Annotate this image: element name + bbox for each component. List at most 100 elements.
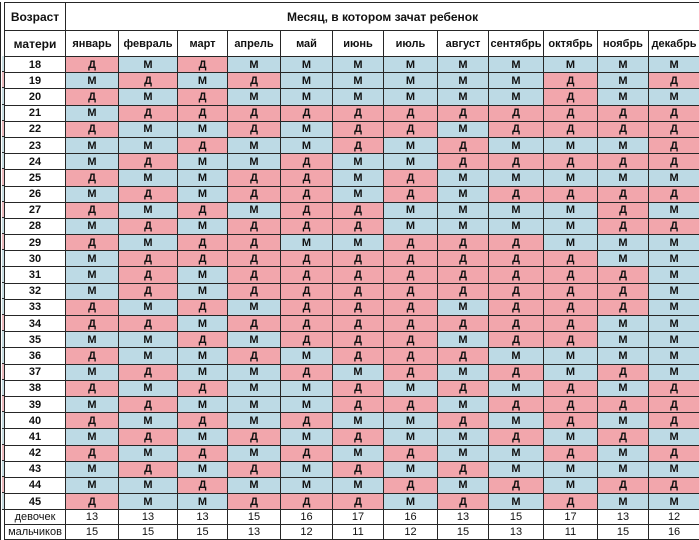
sliver-segment [2, 120, 5, 137]
summary-value: 15 [227, 509, 281, 526]
boy-cell: М [597, 234, 649, 252]
boy-cell: М [383, 136, 438, 155]
girl-cell: Д [227, 266, 281, 284]
boy-cell: М [65, 250, 119, 268]
girl-cell: Д [543, 395, 598, 414]
boy-cell: М [647, 331, 699, 349]
boy-cell: М [177, 72, 228, 90]
boy-cell: М [332, 476, 384, 495]
summary-label: мальчиков [4, 524, 66, 540]
boy-cell: М [280, 136, 333, 155]
boy-cell: М [437, 298, 489, 317]
girl-cell: Д [177, 379, 228, 397]
girl-cell: Д [647, 185, 699, 203]
girl-cell: Д [177, 136, 228, 155]
girl-cell: Д [383, 363, 438, 381]
sliver-segment [2, 315, 5, 332]
girl-cell: Д [118, 395, 178, 414]
girl-cell: Д [177, 412, 228, 430]
boy-cell: М [437, 444, 489, 462]
sliver-segment [2, 72, 5, 89]
summary-value: 13 [118, 509, 178, 526]
summary-value: 16 [647, 524, 699, 540]
age-cell: 40 [4, 412, 66, 430]
girl-cell: Д [437, 493, 489, 511]
girl-cell: Д [597, 153, 649, 171]
girl-cell: Д [383, 169, 438, 187]
girl-cell: Д [543, 153, 598, 171]
sliver-segment [2, 380, 5, 397]
girl-cell: Д [65, 169, 119, 187]
boy-cell: М [383, 217, 438, 236]
boy-cell: М [437, 169, 489, 187]
girl-cell: Д [280, 444, 333, 462]
gender-calendar-table: Возраст Месяц, в котором зачат ребенок м… [4, 2, 699, 540]
age-cell: 38 [4, 379, 66, 397]
table-row: 23 М М Д М М Д М Д М М М Д [4, 136, 699, 155]
boy-cell: М [177, 266, 228, 284]
girl-cell: Д [280, 266, 333, 284]
summary-value: 12 [647, 509, 699, 526]
girl-cell: Д [437, 136, 489, 155]
boy-cell: М [177, 120, 228, 138]
girl-cell: Д [65, 234, 119, 252]
sliver-segment [2, 218, 5, 235]
girl-cell: Д [177, 444, 228, 462]
sliver-segment [2, 282, 5, 299]
age-cell: 35 [4, 331, 66, 349]
table-row: 20 Д М Д М М М М М М Д М М [4, 88, 699, 106]
boy-cell: М [647, 234, 699, 252]
girl-cell: Д [383, 250, 438, 268]
girl-cell: Д [227, 169, 281, 187]
boy-cell: М [647, 55, 699, 74]
girl-cell: Д [227, 428, 281, 446]
girl-cell: Д [543, 444, 598, 462]
girl-cell: Д [543, 88, 598, 106]
table-row: 29 Д М Д Д М М Д Д Д М М М [4, 234, 699, 252]
boy-cell: М [227, 88, 281, 106]
boy-cell: М [65, 266, 119, 284]
girl-cell: Д [177, 201, 228, 219]
girl-cell: Д [383, 444, 438, 462]
girl-cell: Д [488, 185, 544, 203]
summary-value: 15 [118, 524, 178, 540]
table-row: 31 М Д М Д Д Д Д Д Д Д Д М [4, 266, 699, 284]
girl-cell: Д [65, 444, 119, 462]
boy-cell: М [280, 234, 333, 252]
girl-cell: Д [543, 185, 598, 203]
table-row: 35 М М Д М Д Д Д М Д Д М М [4, 331, 699, 349]
sliver-segment [2, 444, 5, 461]
boy-cell: М [280, 395, 333, 414]
boy-cell: М [647, 298, 699, 317]
sliver-segment [2, 137, 5, 154]
boy-cell: М [65, 104, 119, 122]
sliver-segment [2, 493, 5, 510]
girl-cell: Д [488, 104, 544, 122]
girl-cell: Д [647, 444, 699, 462]
age-cell: 20 [4, 88, 66, 106]
table-row: 44 М М Д М М М Д М Д М Д Д [4, 476, 699, 495]
girl-cell: Д [597, 120, 649, 138]
girl-cell: Д [488, 331, 544, 349]
girl-cell: Д [383, 120, 438, 138]
boy-cell: М [280, 88, 333, 106]
girl-cell: Д [118, 72, 178, 90]
boy-cell: М [543, 476, 598, 495]
table-header: Возраст Месяц, в котором зачат ребенок м… [4, 2, 699, 57]
girl-cell: Д [543, 298, 598, 317]
boy-cell: М [332, 88, 384, 106]
girl-cell: Д [332, 347, 384, 365]
summary-value: 11 [332, 524, 384, 540]
month-header: апрель [227, 30, 281, 57]
girl-cell: Д [118, 250, 178, 268]
boy-cell: М [118, 169, 178, 187]
month-header: октябрь [543, 30, 598, 57]
boy-cell: М [383, 428, 438, 446]
boy-cell: М [227, 55, 281, 74]
table-row: 40 Д М Д М Д М М Д М Д М Д [4, 412, 699, 430]
girl-cell: Д [65, 88, 119, 106]
boy-cell: М [65, 331, 119, 349]
boy-cell: М [437, 476, 489, 495]
girl-cell: Д [332, 428, 384, 446]
girl-cell: Д [383, 234, 438, 252]
